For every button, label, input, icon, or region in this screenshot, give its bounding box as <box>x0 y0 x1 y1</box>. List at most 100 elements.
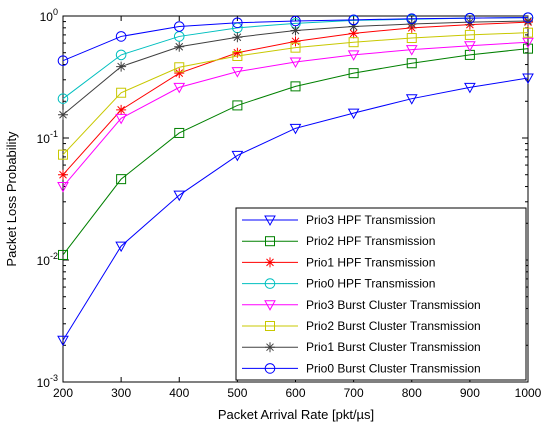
circle-marker <box>290 15 301 27</box>
legend: Prio3 HPF Transmission Prio2 HPF Transmis… <box>235 207 527 381</box>
series-line <box>62 48 529 256</box>
series <box>58 27 533 160</box>
star-marker <box>232 32 243 43</box>
circle-marker <box>232 17 243 29</box>
star-marker <box>523 15 533 26</box>
legend-entry: Prio1 Burst Cluster Transmission <box>242 340 481 354</box>
circle-marker <box>264 363 276 374</box>
square-marker <box>348 37 359 48</box>
triangle-marker <box>57 182 69 193</box>
legend-label: Prio3 Burst Cluster Transmission <box>306 298 481 312</box>
circle-marker <box>464 12 476 24</box>
square-marker <box>232 51 243 62</box>
triangle-marker <box>173 190 186 202</box>
x-tick-label: 500 <box>227 386 247 400</box>
series <box>57 37 534 193</box>
legend-label: Prio0 Burst Cluster Transmission <box>306 361 481 375</box>
x-tick-label: 800 <box>402 386 422 400</box>
triangle-marker <box>115 113 127 125</box>
square-marker <box>290 81 301 92</box>
triangle-marker <box>264 215 276 227</box>
star-marker <box>174 68 185 79</box>
square-marker <box>523 27 533 38</box>
y-tick-label: 10-1 <box>37 129 58 146</box>
square-marker <box>116 174 127 185</box>
triangle-marker <box>522 73 534 85</box>
series <box>57 12 534 67</box>
star-marker <box>58 169 68 180</box>
star-marker <box>290 25 301 36</box>
legend-label: Prio2 Burst Cluster Transmission <box>306 319 481 333</box>
y-tick-label: 100 <box>40 7 58 24</box>
legend-entry: Prio3 Burst Cluster Transmission <box>242 298 481 312</box>
star-marker <box>116 61 127 72</box>
triangle-marker <box>231 67 244 78</box>
star-marker <box>348 28 359 39</box>
circle-marker <box>115 49 127 61</box>
triangle-marker <box>264 300 276 311</box>
triangle-marker <box>405 45 418 56</box>
x-tick-label: 400 <box>169 386 189 400</box>
triangle-marker <box>115 241 127 253</box>
star-marker <box>290 36 301 47</box>
triangle-marker <box>522 37 534 49</box>
triangle-marker <box>347 50 360 61</box>
square-marker <box>290 42 301 53</box>
square-marker <box>265 236 275 247</box>
x-tick-label: 700 <box>344 386 364 400</box>
y-tick-label: 10-2 <box>37 251 58 268</box>
series <box>58 15 533 120</box>
legend-entry: Prio2 Burst Cluster Transmission <box>242 319 481 333</box>
circle-marker <box>264 278 276 289</box>
legend-entry: Prio3 HPF Transmission <box>242 213 435 227</box>
star-marker <box>464 17 475 28</box>
y-axis-label: Packet Loss Probability <box>4 131 19 267</box>
y-tick-label: 10-3 <box>37 373 58 390</box>
circle-marker <box>348 14 359 26</box>
star-marker <box>265 257 275 268</box>
triangle-marker <box>405 94 418 105</box>
triangle-marker <box>464 41 476 52</box>
series-line <box>62 77 529 341</box>
axis-ticks: 200 300 400 500 600 700 800 900 1000 10-3 10-2 10-1… <box>37 7 542 400</box>
legend-label: Prio1 Burst Cluster Transmission <box>306 340 481 354</box>
circle-marker <box>406 13 418 25</box>
legend-label: Prio1 HPF Transmission <box>306 255 435 269</box>
star-marker <box>174 41 185 52</box>
series-line <box>62 32 529 156</box>
square-marker <box>116 87 127 98</box>
square-marker <box>58 149 68 160</box>
star-marker <box>265 342 275 353</box>
legend-entry: Prio1 HPF Transmission <box>242 255 435 269</box>
square-marker <box>232 100 243 111</box>
legend-box <box>235 207 527 381</box>
triangle-marker <box>289 123 302 135</box>
square-marker <box>174 127 185 138</box>
x-tick-label: 200 <box>53 386 73 400</box>
series-line <box>62 41 529 187</box>
square-marker <box>265 321 275 331</box>
star-marker <box>348 21 359 32</box>
square-marker <box>406 33 417 44</box>
triangle-marker <box>57 335 69 347</box>
series-line <box>62 17 529 62</box>
x-tick-label: 300 <box>111 386 131 400</box>
star-marker <box>232 47 243 58</box>
circle-marker <box>57 93 69 104</box>
legend-label: Prio0 HPF Transmission <box>306 277 435 291</box>
square-marker <box>406 58 417 69</box>
star-marker <box>58 109 68 120</box>
triangle-marker <box>464 82 476 94</box>
star-marker <box>116 104 127 115</box>
square-marker <box>464 29 475 40</box>
legend-label: Prio3 HPF Transmission <box>306 213 435 227</box>
series-group <box>57 12 534 347</box>
square-marker <box>58 249 68 260</box>
legend-entry: Prio0 Burst Cluster Transmission <box>242 361 481 375</box>
square-marker <box>348 68 359 79</box>
x-tick-label: 1000 <box>515 386 542 400</box>
x-tick-label: 900 <box>460 386 480 400</box>
circle-marker <box>57 55 69 67</box>
legend-label: Prio2 HPF Transmission <box>306 234 435 248</box>
